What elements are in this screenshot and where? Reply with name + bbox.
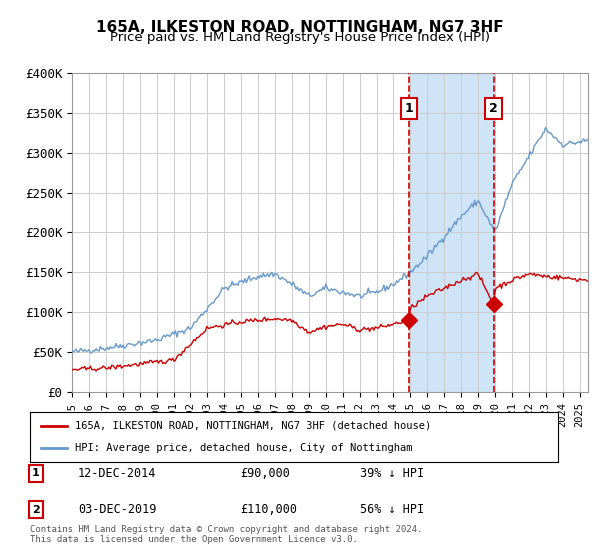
Text: 39% ↓ HPI: 39% ↓ HPI [360,466,424,480]
Text: 2: 2 [32,505,40,515]
Text: 165A, ILKESTON ROAD, NOTTINGHAM, NG7 3HF: 165A, ILKESTON ROAD, NOTTINGHAM, NG7 3HF [96,20,504,35]
Text: 56% ↓ HPI: 56% ↓ HPI [360,503,424,516]
Text: 165A, ILKESTON ROAD, NOTTINGHAM, NG7 3HF (detached house): 165A, ILKESTON ROAD, NOTTINGHAM, NG7 3HF… [75,421,431,431]
Text: 1: 1 [404,102,413,115]
Text: HPI: Average price, detached house, City of Nottingham: HPI: Average price, detached house, City… [75,443,412,453]
Text: 2: 2 [489,102,498,115]
Text: Contains HM Land Registry data © Crown copyright and database right 2024.
This d: Contains HM Land Registry data © Crown c… [30,525,422,544]
Text: £110,000: £110,000 [240,503,297,516]
Text: Price paid vs. HM Land Registry's House Price Index (HPI): Price paid vs. HM Land Registry's House … [110,31,490,44]
Text: 1: 1 [32,468,40,478]
Bar [409,73,494,392]
Text: £90,000: £90,000 [240,466,290,480]
Text: 03-DEC-2019: 03-DEC-2019 [78,503,157,516]
Text: 12-DEC-2014: 12-DEC-2014 [78,466,157,480]
